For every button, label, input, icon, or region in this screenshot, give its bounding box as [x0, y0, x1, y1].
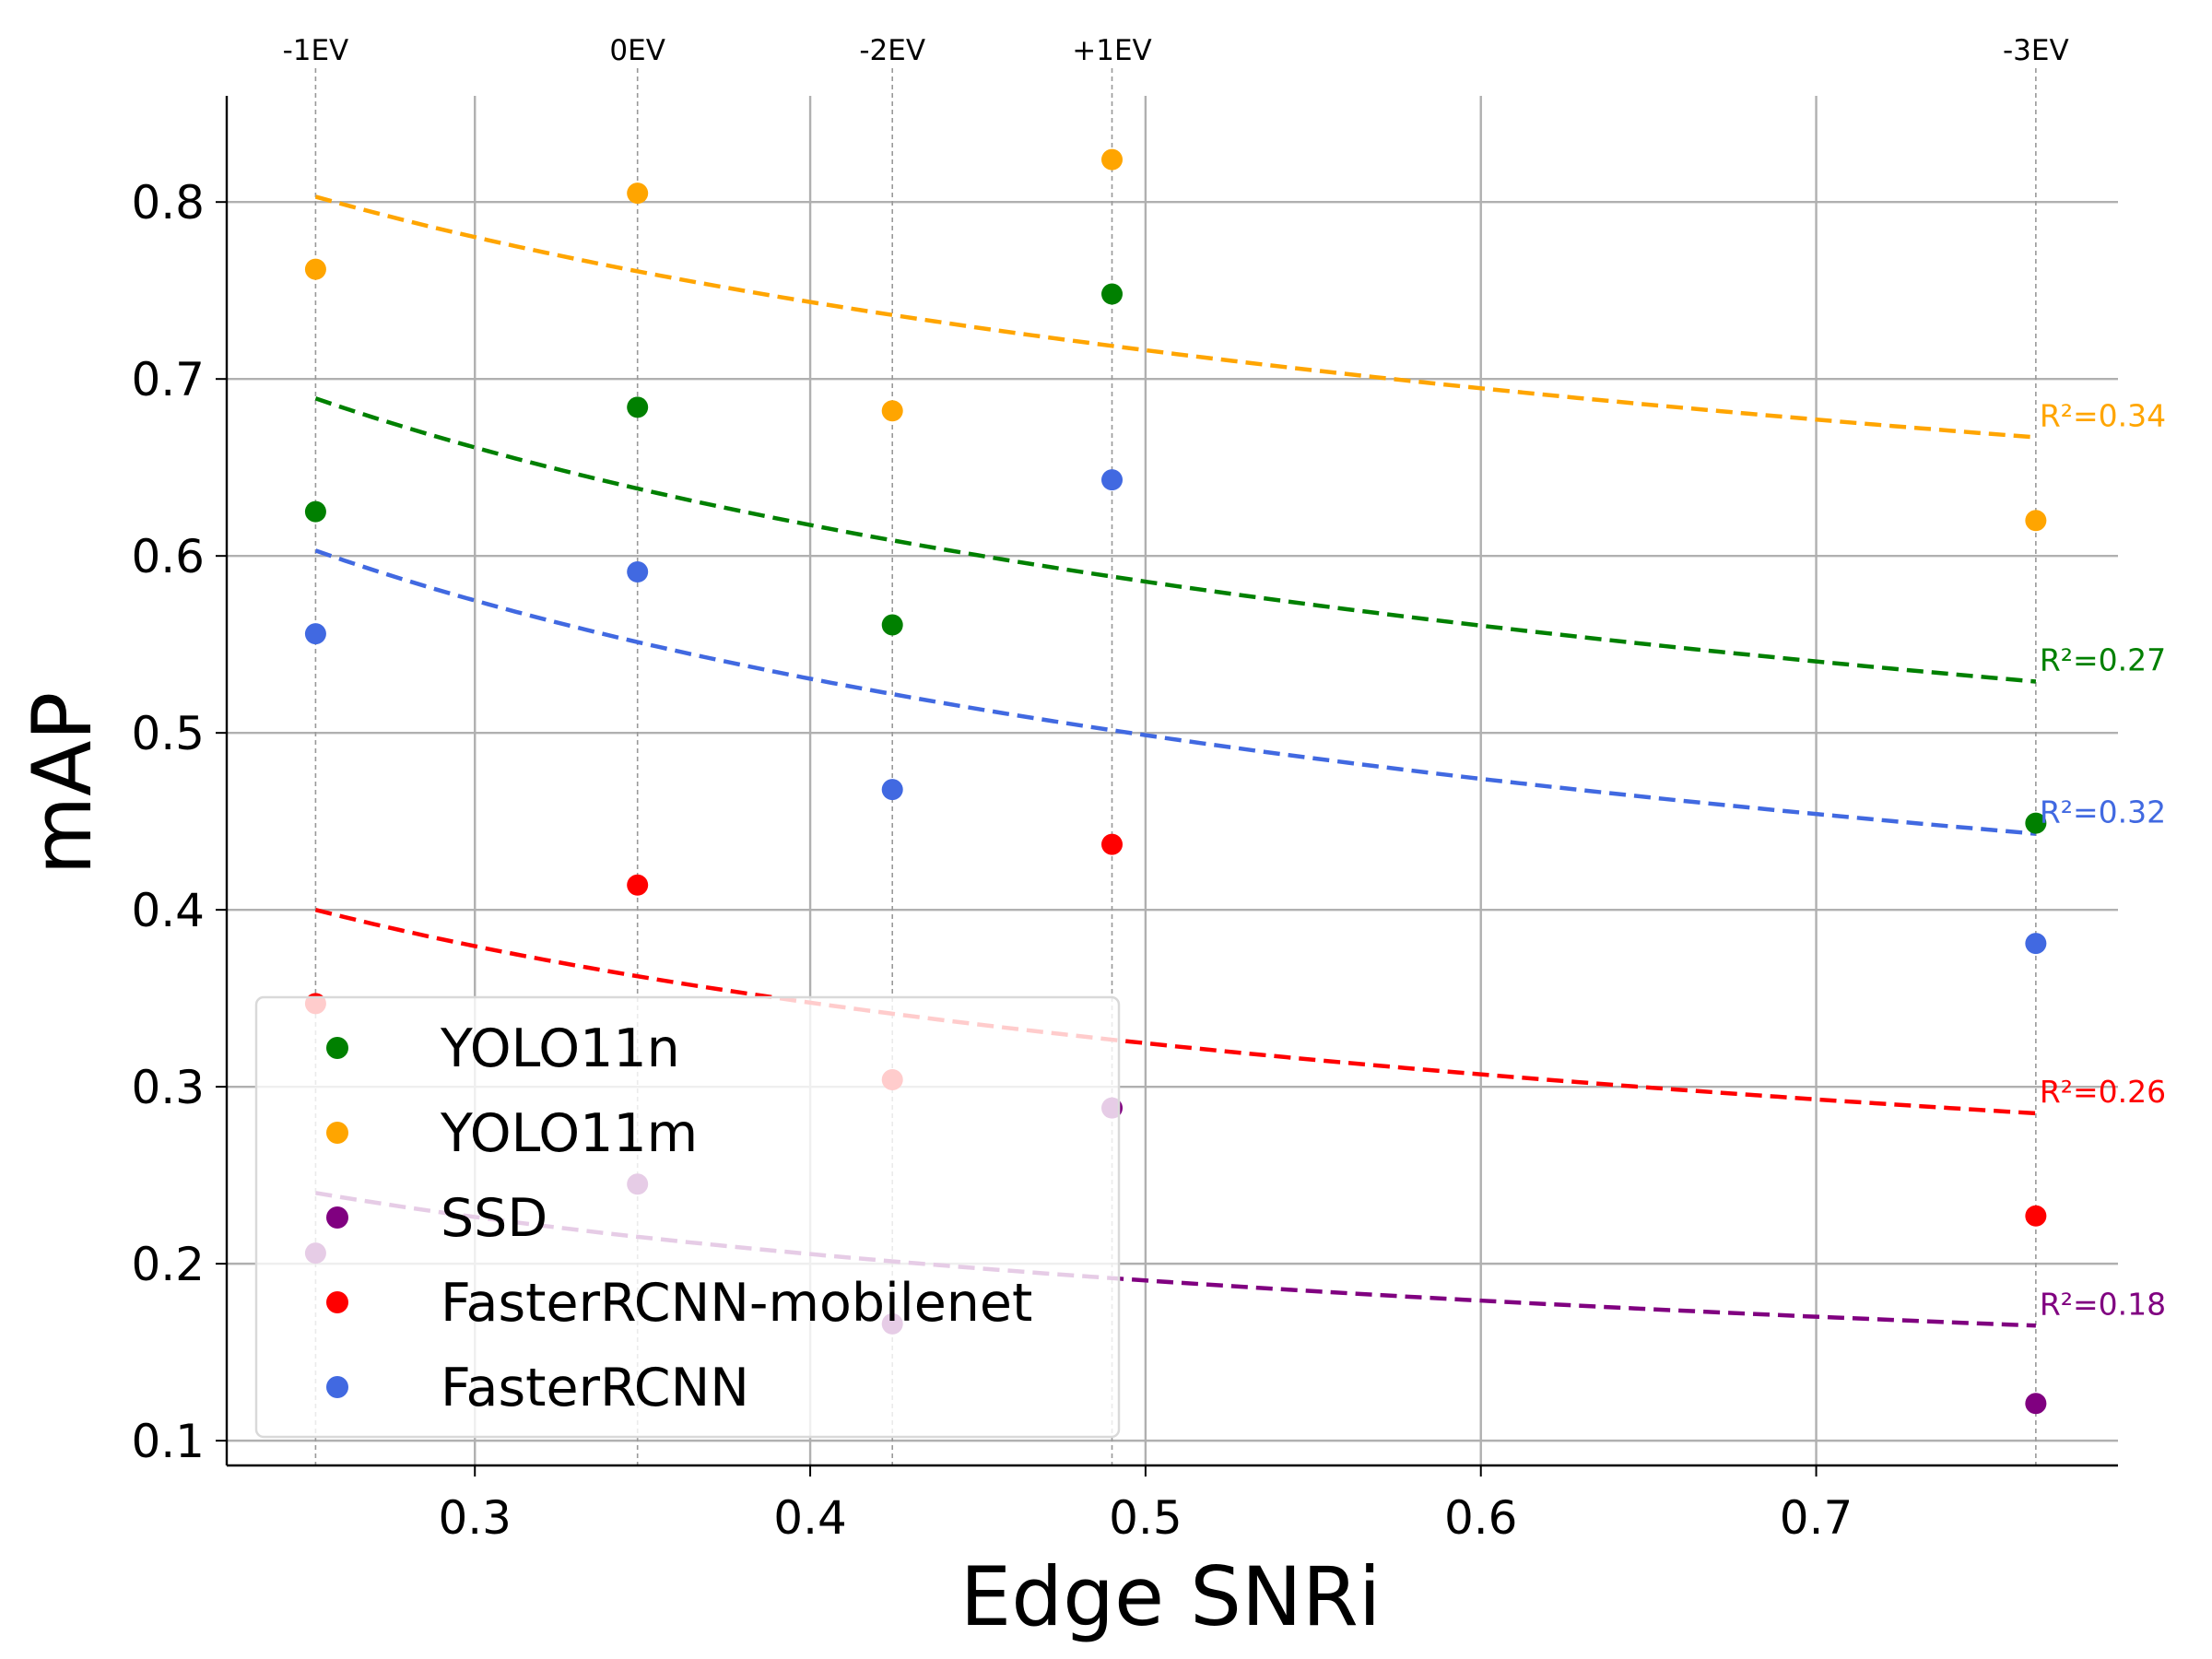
data-point [627, 874, 649, 896]
exposure-marker-label: +1EV [1072, 34, 1152, 67]
x-tick-label: 0.6 [1444, 1491, 1518, 1545]
y-tick-label: 0.1 [131, 1415, 205, 1468]
legend-marker [326, 1206, 348, 1229]
r2-label: R²=0.26 [2040, 1074, 2166, 1110]
data-point [2025, 1393, 2047, 1415]
data-point [1101, 148, 1124, 171]
y-tick-label: 0.8 [131, 176, 205, 229]
legend-marker [326, 1376, 348, 1398]
data-point [2025, 510, 2047, 532]
r2-label: R²=0.27 [2040, 641, 2166, 677]
legend-box [254, 995, 1121, 1439]
data-point [627, 182, 649, 205]
legend-label: SSD [441, 1188, 547, 1249]
legend-marker [326, 1291, 348, 1313]
data-point [1101, 283, 1124, 305]
axes-layer: 0.3 0.4 0.5 0.6 0.7 0.1 0.2 0.3 0.4 0.5 0.6 0.7 0.8 [131, 96, 2118, 1545]
r2-label: R²=0.34 [2040, 398, 2166, 434]
trend-line [314, 908, 2037, 1116]
trend-line [314, 548, 2037, 836]
y-tick-label: 0.5 [131, 707, 205, 760]
data-point [304, 500, 326, 523]
data-point [304, 258, 326, 280]
legend-marker [326, 1037, 348, 1059]
data-point [1101, 833, 1124, 855]
y-axis-title: mAP [15, 692, 110, 876]
x-tick-label: 0.5 [1109, 1491, 1182, 1545]
legend-label: FasterRCNN [441, 1358, 749, 1418]
legend-marker [326, 1122, 348, 1144]
data-point [881, 614, 903, 636]
data-point [627, 396, 649, 418]
data-point [627, 560, 649, 582]
exposure-marker-label: 0EV [609, 34, 665, 67]
exposure-marker-label: -2EV [859, 34, 925, 67]
data-point [2025, 933, 2047, 955]
data-point [2025, 812, 2047, 834]
trend-line [314, 194, 2037, 440]
data-point [881, 400, 903, 422]
y-tick-label: 0.2 [131, 1238, 205, 1291]
legend-label: YOLO11n [440, 1018, 680, 1079]
r2-labels-layer: R²=0.27 R²=0.34 R²=0.18 R²=0.26 R²=0.32 [2040, 398, 2166, 1323]
y-tick-label: 0.3 [131, 1061, 205, 1114]
y-tick-label: 0.6 [131, 530, 205, 583]
data-point [304, 623, 326, 645]
legend-label: YOLO11m [440, 1103, 698, 1164]
exposure-marker-label: -3EV [2003, 34, 2069, 67]
exposure-marker-label: -1EV [283, 34, 349, 67]
x-axis-title: Edge SNRi [960, 1549, 1382, 1644]
x-tick-label: 0.7 [1780, 1491, 1853, 1545]
data-point [1101, 469, 1124, 491]
r2-label: R²=0.18 [2040, 1286, 2166, 1322]
x-tick-label: 0.3 [438, 1491, 512, 1545]
grid-layer [227, 96, 2118, 1465]
legend: YOLO11n YOLO11m SSD FasterRCNN-mobilenet Fas… [254, 995, 1121, 1439]
r2-label: R²=0.32 [2040, 794, 2166, 830]
y-tick-label: 0.7 [131, 353, 205, 406]
data-point [881, 779, 903, 801]
legend-label: FasterRCNN-mobilenet [441, 1273, 1032, 1334]
x-tick-label: 0.4 [773, 1491, 847, 1545]
y-tick-label: 0.4 [131, 884, 205, 937]
trend-line [314, 396, 2037, 684]
data-point [2025, 1205, 2047, 1227]
